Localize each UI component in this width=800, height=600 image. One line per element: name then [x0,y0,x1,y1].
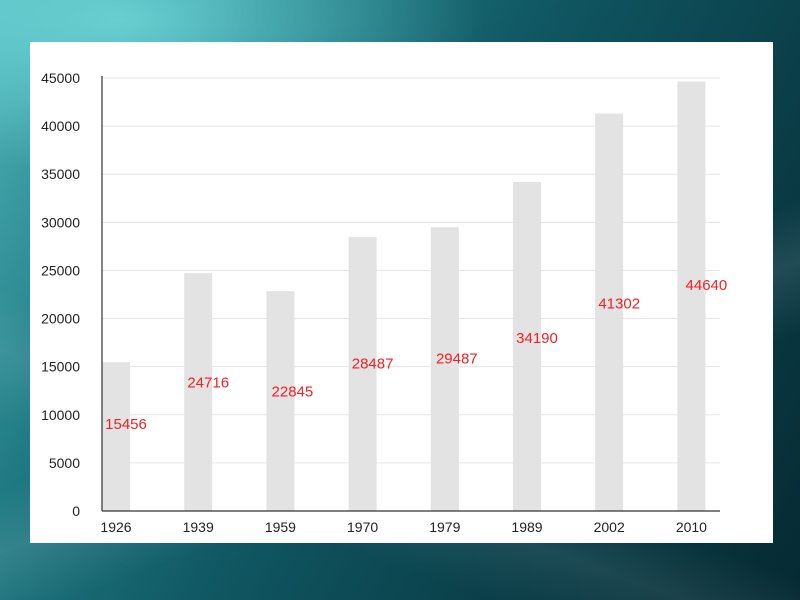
x-tick-label: 1959 [265,519,296,535]
bar-1959 [266,291,295,511]
y-tick-label: 0 [72,503,80,519]
y-tick-label: 10000 [41,407,80,423]
bar-1926 [102,362,130,511]
data-label: 41302 [598,295,640,312]
bar-1970 [348,236,377,511]
data-label: 28487 [352,355,394,372]
bar-2010 [677,81,706,512]
y-tick-label: 45000 [41,70,80,86]
y-tick-label: 30000 [41,214,80,230]
x-axis-tick-labels: 1926 1939 1959 1970 1979 1989 2002 2010 [100,519,707,535]
x-tick-label: 1926 [100,519,131,535]
data-labels: 15456 24716 22845 28487 29487 34190 41302 44640 [105,277,727,433]
data-label: 29487 [436,350,478,367]
y-tick-label: 20000 [41,311,80,327]
y-axis-tick-labels: 0 5000 10000 15000 20000 25000 30000 35000 40000… [41,70,80,519]
x-tick-label: 2010 [676,519,707,535]
bars [102,81,706,512]
x-tick-label: 1939 [183,519,214,535]
x-tick-label: 1989 [511,519,542,535]
y-tick-label: 25000 [41,262,80,278]
data-label: 34190 [516,330,558,347]
y-tick-label: 5000 [49,455,80,471]
chart-panel: 0 5000 10000 15000 20000 25000 30000 35000 40000… [30,42,773,543]
x-tick-label: 1979 [429,519,460,535]
data-label: 44640 [686,277,728,294]
y-tick-label: 35000 [41,166,80,182]
data-label: 22845 [272,384,314,401]
axes [101,76,720,512]
bar-1989 [513,182,541,511]
bar-1939 [184,273,213,511]
data-label: 15456 [105,416,147,433]
y-tick-label: 15000 [41,359,80,375]
x-tick-label: 2002 [594,519,625,535]
population-bar-chart: 0 5000 10000 15000 20000 25000 30000 35000 40000… [41,70,727,535]
data-label: 24716 [187,374,229,391]
bar-2002 [595,113,624,511]
y-tick-label: 40000 [41,118,80,134]
bar-1979 [430,227,459,511]
x-tick-label: 1970 [347,519,378,535]
